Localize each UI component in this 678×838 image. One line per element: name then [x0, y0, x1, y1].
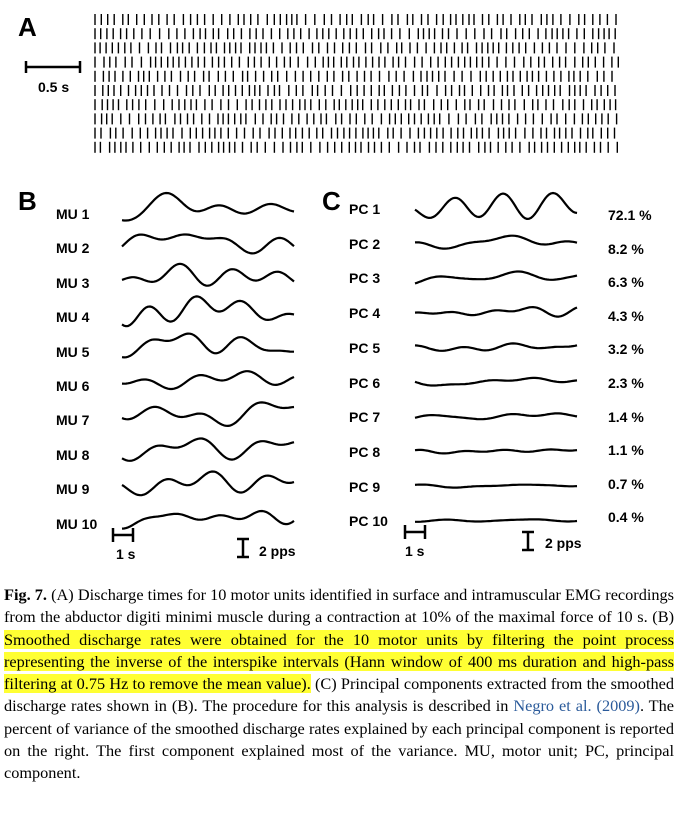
pc-label: PC 7 [349, 409, 381, 426]
mu-rate-trace [121, 470, 295, 497]
raster-row [94, 141, 618, 153]
variance-label: 72.1 % [608, 207, 652, 223]
raster-row [94, 127, 616, 139]
mu-rate-trace [121, 233, 295, 255]
mu-rate-trace [121, 332, 294, 359]
mu-label: MU 10 [56, 515, 98, 532]
citation-link[interactable]: Negro et al. (2009) [513, 696, 640, 716]
mu-label: MU 5 [56, 343, 90, 360]
pc-label: PC 8 [349, 443, 381, 460]
panel-b-letter: B [18, 186, 37, 216]
pc-trace [414, 306, 578, 318]
panel-a-letter: A [18, 12, 37, 42]
caption-text-c: . The percent of variance of the smoothe… [4, 696, 674, 783]
pc-trace [414, 412, 578, 421]
panel-c-rate-scale-bar [522, 530, 534, 552]
raster-row [94, 28, 616, 40]
panel-c-time-scale-label: 1 s [405, 543, 425, 559]
mu-label: MU 9 [56, 481, 90, 498]
raster-row [94, 85, 616, 96]
raster-row [94, 56, 619, 68]
caption-text-b: (C) Principal components extracted from … [4, 674, 674, 716]
raster-row [94, 113, 618, 125]
pc-label: PC 10 [349, 513, 388, 530]
mu-label: MU 2 [56, 240, 90, 257]
raster-row [94, 99, 617, 111]
pc-label: PC 2 [349, 235, 381, 252]
panel-c-rate-scale-label: 2 pps [545, 535, 582, 551]
pc-label: PC 4 [349, 305, 381, 322]
variance-label: 4.3 % [608, 307, 644, 324]
variance-label: 0.4 % [608, 509, 644, 526]
pc-label: PC 5 [349, 339, 381, 356]
spike-raster [94, 14, 619, 153]
variance-label: 3.2 % [608, 341, 644, 358]
pc-traces [414, 191, 578, 523]
mu-label: MU 1 [56, 206, 90, 222]
panel-b-rate-scale-label: 2 pps [259, 543, 296, 559]
mu-rate-trace [121, 509, 295, 530]
variance-label: 0.7 % [608, 475, 644, 492]
panel-b-time-scale-bar [111, 528, 135, 542]
panel-c-letter: C [322, 186, 341, 216]
panel-b-time-scale-label: 1 s [116, 546, 136, 562]
pc-trace [414, 483, 578, 489]
panel-a-scale-label: 0.5 s [38, 79, 70, 95]
variance-label: 1.4 % [608, 408, 644, 425]
pc-label: PC 1 [349, 201, 381, 217]
pc-label: PC 6 [349, 374, 381, 391]
raster-row [94, 14, 617, 25]
pc-label: PC 3 [349, 270, 381, 287]
caption-highlight: Smoothed discharge rates were obtained f… [4, 629, 674, 694]
panel-b-rate-scale-bar [237, 537, 249, 559]
panel-a-time-scale-bar [24, 61, 82, 73]
pc-trace [415, 518, 578, 523]
variance-label: 6.3 % [608, 274, 644, 291]
mu-rate-trace [121, 437, 295, 462]
caption-text-a: (A) Discharge times for 10 motor units i… [4, 585, 675, 627]
pc-trace [414, 191, 578, 221]
mu-rate-trace [121, 295, 295, 328]
figure-number: Fig. 7. [4, 585, 48, 604]
figure-caption: Fig. 7. (A) Discharge times for 10 motor… [4, 584, 674, 785]
raster-row [94, 42, 615, 54]
mu-label: MU 8 [56, 446, 90, 463]
panel-c-time-scale-bar [403, 525, 427, 539]
mu-rate-trace [121, 191, 295, 222]
mu-label: MU 6 [56, 378, 90, 394]
pc-trace [414, 234, 578, 250]
mu-rate-trace [121, 262, 295, 287]
variance-label: 2.3 % [608, 375, 644, 391]
variance-label: 8.2 % [608, 240, 644, 257]
pc-trace [414, 376, 578, 387]
pc-trace [414, 448, 578, 455]
mu-rate-trace [121, 370, 295, 391]
mu-label: MU 4 [56, 309, 90, 326]
mu-label: MU 3 [56, 274, 90, 291]
mu-label: MU 7 [56, 412, 90, 429]
pc-label: PC 9 [349, 478, 381, 495]
variance-label: 1.1 % [608, 442, 644, 459]
mu-rate-trace [121, 401, 295, 427]
raster-row [94, 70, 613, 82]
pc-trace [414, 342, 578, 352]
mu-rate-traces [121, 191, 295, 530]
pc-trace [414, 270, 578, 285]
